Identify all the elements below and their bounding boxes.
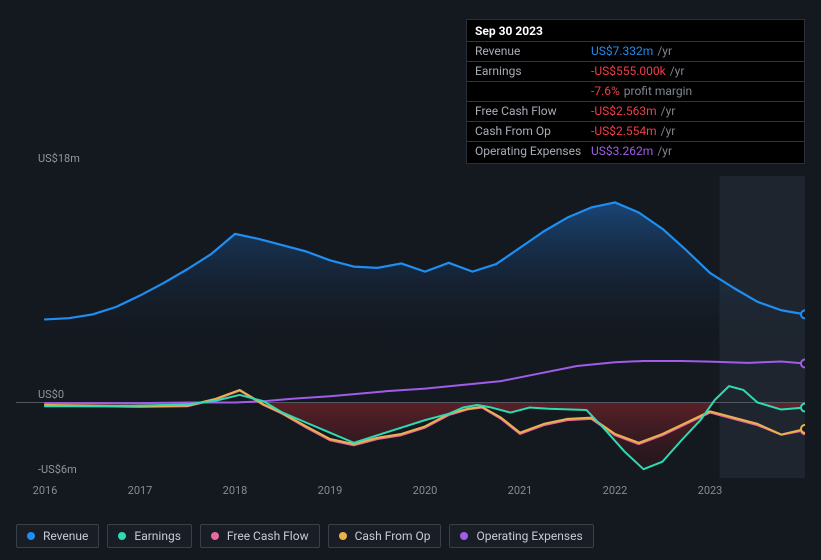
legend-item-revenue[interactable]: Revenue xyxy=(16,524,99,548)
legend-swatch xyxy=(211,532,219,540)
tooltip-row: Free Cash Flow-US$2.563m/yr xyxy=(467,101,804,121)
y-tick-label: US$0 xyxy=(38,388,64,401)
legend-swatch xyxy=(460,532,468,540)
legend-label: Free Cash Flow xyxy=(227,529,309,543)
x-tick-label: 2021 xyxy=(508,484,533,497)
tooltip-row-label: Free Cash Flow xyxy=(475,104,591,118)
chart-tooltip: Sep 30 2023 RevenueUS$7.332m/yrEarnings-… xyxy=(466,19,805,164)
tooltip-row-label: Revenue xyxy=(475,44,591,58)
legend-item-cash-from-op[interactable]: Cash From Op xyxy=(328,524,442,548)
y-axis-labels: US$18mUS$0-US$6m xyxy=(38,176,98,478)
tooltip-row: Earnings-US$555.000k/yr xyxy=(467,61,804,81)
x-tick-label: 2018 xyxy=(223,484,248,497)
tooltip-row-label xyxy=(475,84,591,98)
chart-root: { "tooltip": { "date": "Sep 30 2023", "r… xyxy=(0,0,821,560)
tooltip-row-label: Cash From Op xyxy=(475,124,591,138)
legend-label: Earnings xyxy=(134,529,181,543)
y-tick-label: US$18m xyxy=(38,152,80,165)
legend-item-operating-expenses[interactable]: Operating Expenses xyxy=(449,524,593,548)
y-tick-label: -US$6m xyxy=(38,463,77,476)
chart-plot-area[interactable]: US$18mUS$0-US$6m xyxy=(16,176,805,478)
x-axis-labels: 2016 2017 2018 2019 2020 2021 2022 2023 xyxy=(16,484,805,502)
legend-label: Cash From Op xyxy=(355,529,431,543)
tooltip-row-label: Operating Expenses xyxy=(475,144,591,158)
x-tick-label: 2020 xyxy=(413,484,438,497)
tooltip-date: Sep 30 2023 xyxy=(475,24,543,38)
x-tick-label: 2022 xyxy=(603,484,628,497)
tooltip-date-row: Sep 30 2023 xyxy=(467,22,804,41)
tooltip-row: Cash From Op-US$2.554m/yr xyxy=(467,121,804,141)
legend: Revenue Earnings Free Cash Flow Cash From O… xyxy=(16,524,594,548)
tooltip-row: RevenueUS$7.332m/yr xyxy=(467,41,804,61)
legend-swatch xyxy=(27,532,35,540)
tooltip-row-value: -7.6%profit margin xyxy=(591,84,796,98)
tooltip-row-value: US$3.262m/yr xyxy=(591,144,796,158)
x-tick-label: 2016 xyxy=(33,484,58,497)
legend-swatch xyxy=(118,532,126,540)
tooltip-row-value: US$7.332m/yr xyxy=(591,44,796,58)
tooltip-row: Operating ExpensesUS$3.262m/yr xyxy=(467,141,804,161)
legend-item-free-cash-flow[interactable]: Free Cash Flow xyxy=(200,524,320,548)
legend-label: Operating Expenses xyxy=(476,529,582,543)
chart-svg xyxy=(16,176,805,478)
x-tick-label: 2019 xyxy=(318,484,343,497)
tooltip-row-value: -US$555.000k/yr xyxy=(591,64,796,78)
legend-item-earnings[interactable]: Earnings xyxy=(107,524,192,548)
legend-swatch xyxy=(339,532,347,540)
tooltip-row-label: Earnings xyxy=(475,64,591,78)
tooltip-row-value: -US$2.563m/yr xyxy=(591,104,796,118)
legend-label: Revenue xyxy=(43,529,88,543)
x-tick-label: 2023 xyxy=(698,484,723,497)
plot-surface xyxy=(16,176,805,478)
tooltip-row: -7.6%profit margin xyxy=(467,81,804,101)
x-tick-label: 2017 xyxy=(128,484,153,497)
tooltip-row-value: -US$2.554m/yr xyxy=(591,124,796,138)
